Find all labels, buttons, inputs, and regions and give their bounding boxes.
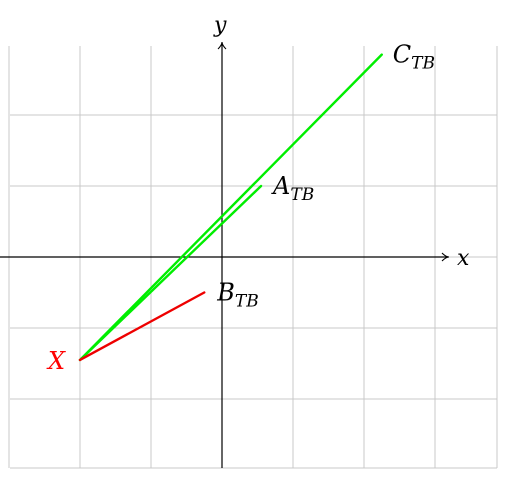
y-axis-arrowhead <box>217 41 227 50</box>
y-axis-label: y <box>213 13 227 38</box>
point-B-label: BTB <box>216 279 258 312</box>
segments <box>78 53 383 362</box>
point-X-label: X <box>46 347 66 375</box>
point-C-label: CTB <box>393 41 435 74</box>
axes <box>0 41 450 468</box>
x-axis-label: x <box>457 246 470 271</box>
segment-X-B <box>78 291 206 362</box>
segment-X-C <box>78 53 383 362</box>
labels: x y X ATB BTB CTB <box>46 13 470 375</box>
x-axis-arrowhead <box>441 252 450 262</box>
point-A-label: ATB <box>271 172 314 205</box>
